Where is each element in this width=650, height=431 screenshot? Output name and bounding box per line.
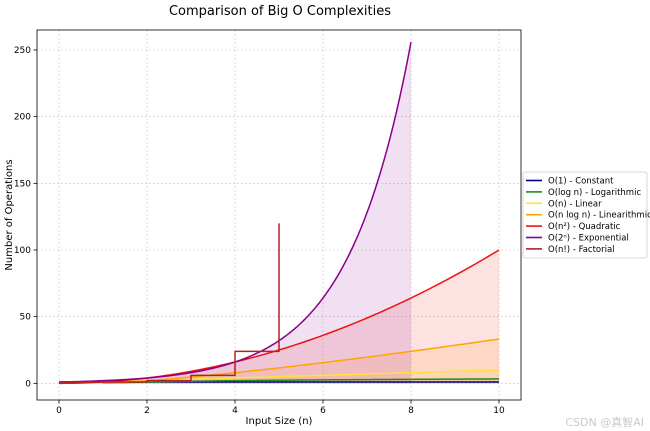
watermark: CSDN @真智AI [565, 415, 644, 429]
series-line [102, 378, 500, 385]
y-tick-label: 50 [20, 313, 32, 323]
x-tick-label: 10 [493, 406, 505, 416]
x-axis-label: Input Size (n) [246, 416, 313, 427]
series-lines [58, 41, 500, 385]
y-tick-label: 200 [14, 113, 31, 123]
legend-label: O(n) - Linear [548, 199, 602, 209]
x-tick-label: 8 [408, 406, 414, 416]
series-line [59, 223, 280, 383]
legend-label: O(n log n) - Linearithmic [548, 211, 650, 221]
plot-frame [36, 29, 522, 401]
series-line [102, 338, 500, 385]
chart-title: Comparison of Big O Complexities [169, 4, 391, 19]
legend-label: O(2ⁿ) - Exponential [548, 234, 629, 244]
x-tick-label: 0 [56, 406, 62, 416]
legend-label: O(n!) - Factorial [548, 245, 615, 255]
x-tick-label: 4 [232, 406, 238, 416]
series-fill [59, 42, 411, 384]
y-axis-label: Number of Operations [4, 159, 15, 270]
legend-box [522, 171, 648, 259]
legend-label: O(n²) - Quadratic [548, 222, 621, 232]
x-tick-label: 2 [144, 406, 150, 416]
y-tick-label: 150 [14, 179, 31, 189]
legend-label: O(log n) - Logarithmic [548, 188, 641, 198]
y-tick-label: 0 [25, 379, 31, 389]
x-tick-label: 6 [320, 406, 326, 416]
legend-label: O(1) - Constant [548, 177, 614, 187]
series-fill [59, 250, 499, 384]
y-tick-label: 250 [14, 46, 31, 56]
y-tick-label: 100 [14, 246, 31, 256]
